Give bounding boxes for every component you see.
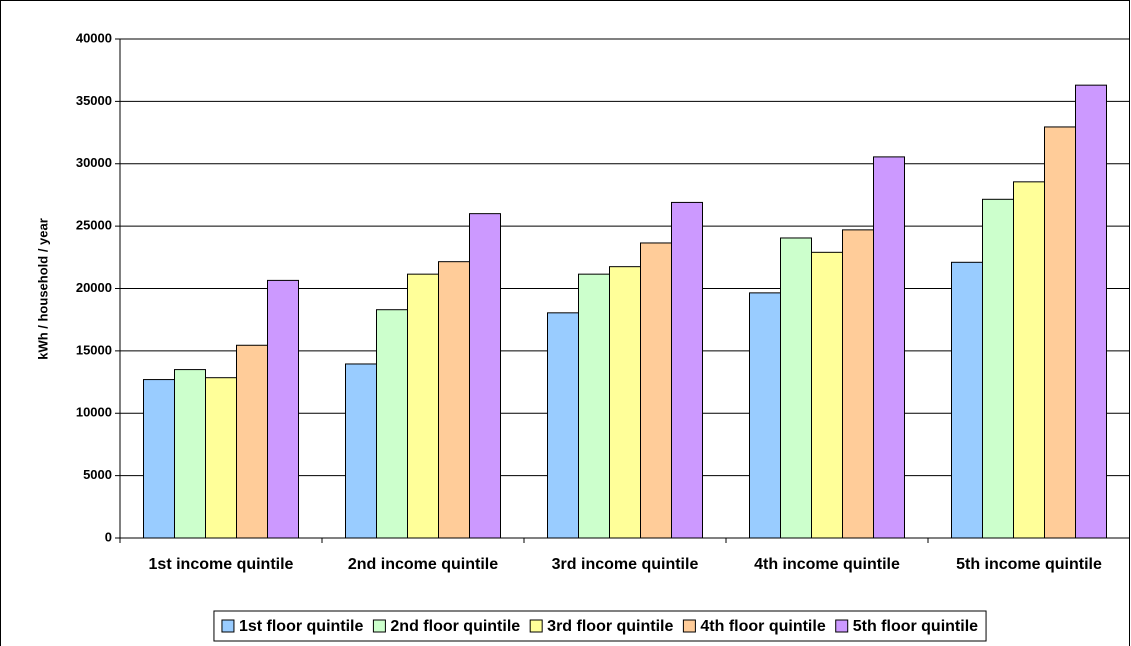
legend-box <box>213 610 987 642</box>
x-tick-label: 3rd income quintile <box>552 556 699 573</box>
bar <box>811 251 843 539</box>
bar <box>671 201 703 539</box>
y-tick-label: 10000 <box>76 405 112 420</box>
bar <box>842 229 874 539</box>
y-tick-label: 15000 <box>76 342 112 357</box>
y-tick-label: 40000 <box>76 30 112 45</box>
bar <box>205 377 237 539</box>
bar <box>547 312 579 539</box>
x-tick-label: 1st income quintile <box>149 556 294 573</box>
bar <box>407 273 439 539</box>
legend-label: 1st floor quintile <box>239 618 364 635</box>
legend-label: 3rd floor quintile <box>547 618 673 635</box>
bar <box>780 237 812 539</box>
bar <box>640 242 672 539</box>
legend-swatch <box>682 619 696 633</box>
bar <box>873 156 905 539</box>
bar <box>174 369 206 539</box>
bar <box>982 198 1014 539</box>
bar <box>376 309 408 539</box>
bar <box>749 292 781 539</box>
y-tick-label: 5000 <box>83 467 112 482</box>
y-tick-label: 30000 <box>76 155 112 170</box>
legend-label: 2nd floor quintile <box>390 618 520 635</box>
y-tick-label: 0 <box>105 529 112 544</box>
bar <box>609 266 641 539</box>
bar <box>1013 181 1045 539</box>
y-tick-label: 20000 <box>76 280 112 295</box>
bar <box>438 261 470 539</box>
y-axis-label: kWh / household / year <box>35 218 50 360</box>
x-tick-label: 2nd income quintile <box>348 556 498 573</box>
legend-swatch <box>529 619 543 633</box>
legend-label: 4th floor quintile <box>700 618 825 635</box>
y-tick-label: 35000 <box>76 93 112 108</box>
legend-label: 5th floor quintile <box>853 618 978 635</box>
bar <box>951 261 983 539</box>
x-tick-label: 4th income quintile <box>754 556 900 573</box>
bar <box>236 344 268 539</box>
bar <box>143 379 175 539</box>
bar <box>1075 84 1107 539</box>
bar <box>578 273 610 539</box>
legend-swatch <box>372 619 386 633</box>
legend-swatch <box>221 619 235 633</box>
bar <box>1044 126 1076 539</box>
y-tick-label: 25000 <box>76 218 112 233</box>
bar <box>469 213 501 539</box>
bar <box>345 363 377 539</box>
legend-swatch <box>835 619 849 633</box>
bar <box>267 279 299 539</box>
x-tick-label: 5th income quintile <box>956 556 1102 573</box>
